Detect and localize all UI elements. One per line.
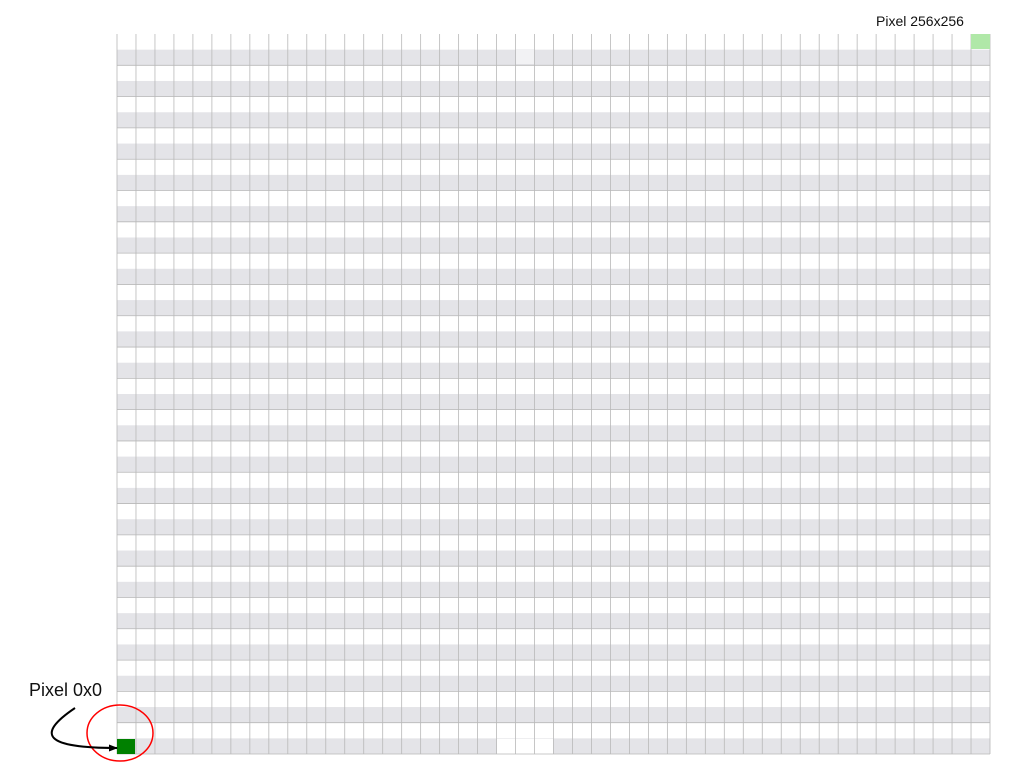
grid-gaps (497, 49, 553, 754)
origin-pixel-0x0 (117, 739, 135, 754)
corner-pixel-256x256 (971, 34, 990, 49)
corner-pixel-label: Pixel 256x256 (876, 13, 964, 29)
origin-callout-circle (86, 704, 154, 762)
origin-pixel-label: Pixel 0x0 (29, 680, 103, 700)
grid-gap-bottom (497, 739, 553, 754)
origin-callout-arrow (50, 707, 118, 752)
grid-lines (116, 34, 991, 755)
grid-gap-top (516, 49, 534, 64)
